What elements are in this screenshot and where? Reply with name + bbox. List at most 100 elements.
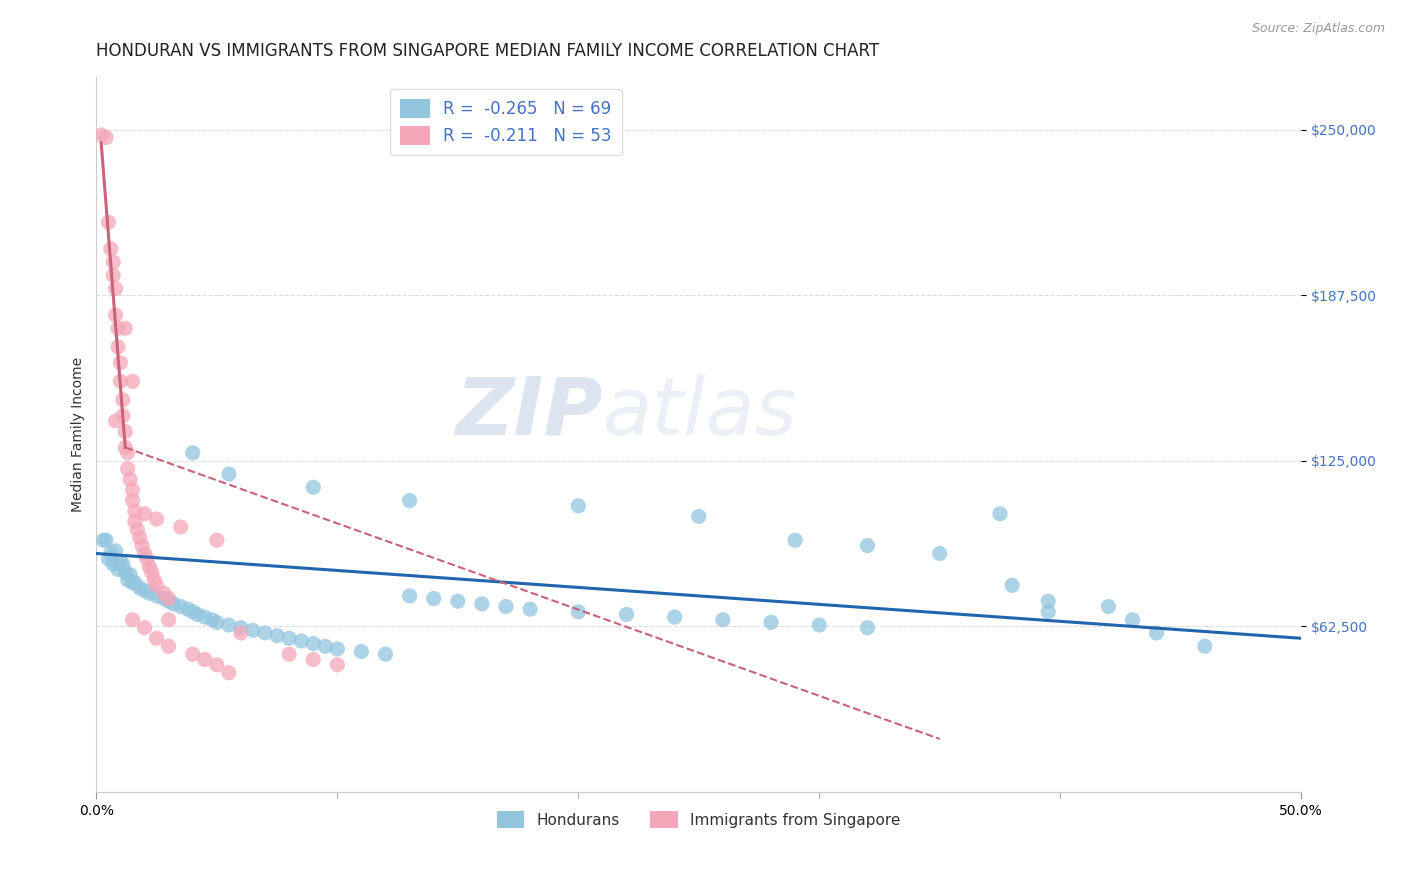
Point	[104, 308, 127, 322]
Point	[114, 321, 136, 335]
Point	[290, 634, 312, 648]
Point	[100, 547, 122, 561]
Point	[136, 551, 159, 566]
Point	[326, 657, 349, 672]
Point	[1001, 578, 1024, 592]
Point	[326, 641, 349, 656]
Point	[856, 539, 879, 553]
Point	[201, 613, 224, 627]
Point	[153, 586, 176, 600]
Text: Source: ZipAtlas.com: Source: ZipAtlas.com	[1251, 22, 1385, 36]
Point	[229, 621, 252, 635]
Point	[134, 621, 156, 635]
Point	[785, 533, 807, 548]
Point	[759, 615, 782, 630]
Point	[157, 594, 180, 608]
Point	[181, 647, 204, 661]
Point	[145, 512, 167, 526]
Point	[141, 565, 163, 579]
Text: atlas: atlas	[602, 374, 797, 452]
Point	[1194, 639, 1216, 653]
Point	[121, 613, 143, 627]
Point	[205, 657, 228, 672]
Point	[254, 626, 277, 640]
Point	[229, 626, 252, 640]
Point	[194, 610, 217, 624]
Point	[104, 414, 127, 428]
Point	[107, 562, 129, 576]
Point	[162, 597, 184, 611]
Point	[110, 554, 132, 568]
Point	[928, 547, 950, 561]
Point	[194, 652, 217, 666]
Point	[145, 589, 167, 603]
Point	[94, 130, 117, 145]
Point	[808, 618, 831, 632]
Point	[471, 597, 494, 611]
Point	[90, 128, 112, 142]
Point	[110, 374, 132, 388]
Point	[121, 483, 143, 497]
Point	[103, 255, 125, 269]
Point	[145, 578, 167, 592]
Point	[567, 499, 589, 513]
Point	[138, 586, 160, 600]
Point	[1038, 594, 1060, 608]
Point	[124, 515, 146, 529]
Point	[100, 242, 122, 256]
Point	[97, 215, 120, 229]
Point	[302, 480, 325, 494]
Point	[138, 559, 160, 574]
Point	[218, 618, 240, 632]
Point	[988, 507, 1011, 521]
Point	[131, 539, 153, 553]
Point	[314, 639, 336, 653]
Point	[519, 602, 541, 616]
Point	[128, 531, 150, 545]
Point	[94, 533, 117, 548]
Point	[1146, 626, 1168, 640]
Point	[205, 533, 228, 548]
Point	[266, 629, 288, 643]
Point	[218, 467, 240, 481]
Point	[134, 583, 156, 598]
Point	[616, 607, 638, 622]
Point	[153, 591, 176, 606]
Point	[111, 557, 134, 571]
Point	[374, 647, 396, 661]
Point	[124, 504, 146, 518]
Point	[107, 340, 129, 354]
Point	[422, 591, 444, 606]
Point	[447, 594, 470, 608]
Point	[93, 533, 115, 548]
Point	[170, 520, 193, 534]
Point	[205, 615, 228, 630]
Point	[278, 632, 301, 646]
Point	[111, 409, 134, 423]
Point	[157, 639, 180, 653]
Point	[134, 507, 156, 521]
Point	[664, 610, 686, 624]
Point	[1038, 605, 1060, 619]
Point	[157, 613, 180, 627]
Point	[120, 567, 142, 582]
Point	[117, 461, 139, 475]
Point	[127, 523, 149, 537]
Point	[177, 602, 200, 616]
Point	[170, 599, 193, 614]
Point	[103, 268, 125, 283]
Legend: Hondurans, Immigrants from Singapore: Hondurans, Immigrants from Singapore	[491, 805, 907, 834]
Point	[398, 493, 420, 508]
Point	[495, 599, 517, 614]
Y-axis label: Median Family Income: Median Family Income	[72, 357, 86, 512]
Point	[120, 472, 142, 486]
Point	[856, 621, 879, 635]
Point	[187, 607, 209, 622]
Point	[107, 321, 129, 335]
Point	[278, 647, 301, 661]
Point	[121, 374, 143, 388]
Point	[114, 425, 136, 439]
Text: ZIP: ZIP	[456, 374, 602, 452]
Point	[117, 573, 139, 587]
Point	[103, 557, 125, 571]
